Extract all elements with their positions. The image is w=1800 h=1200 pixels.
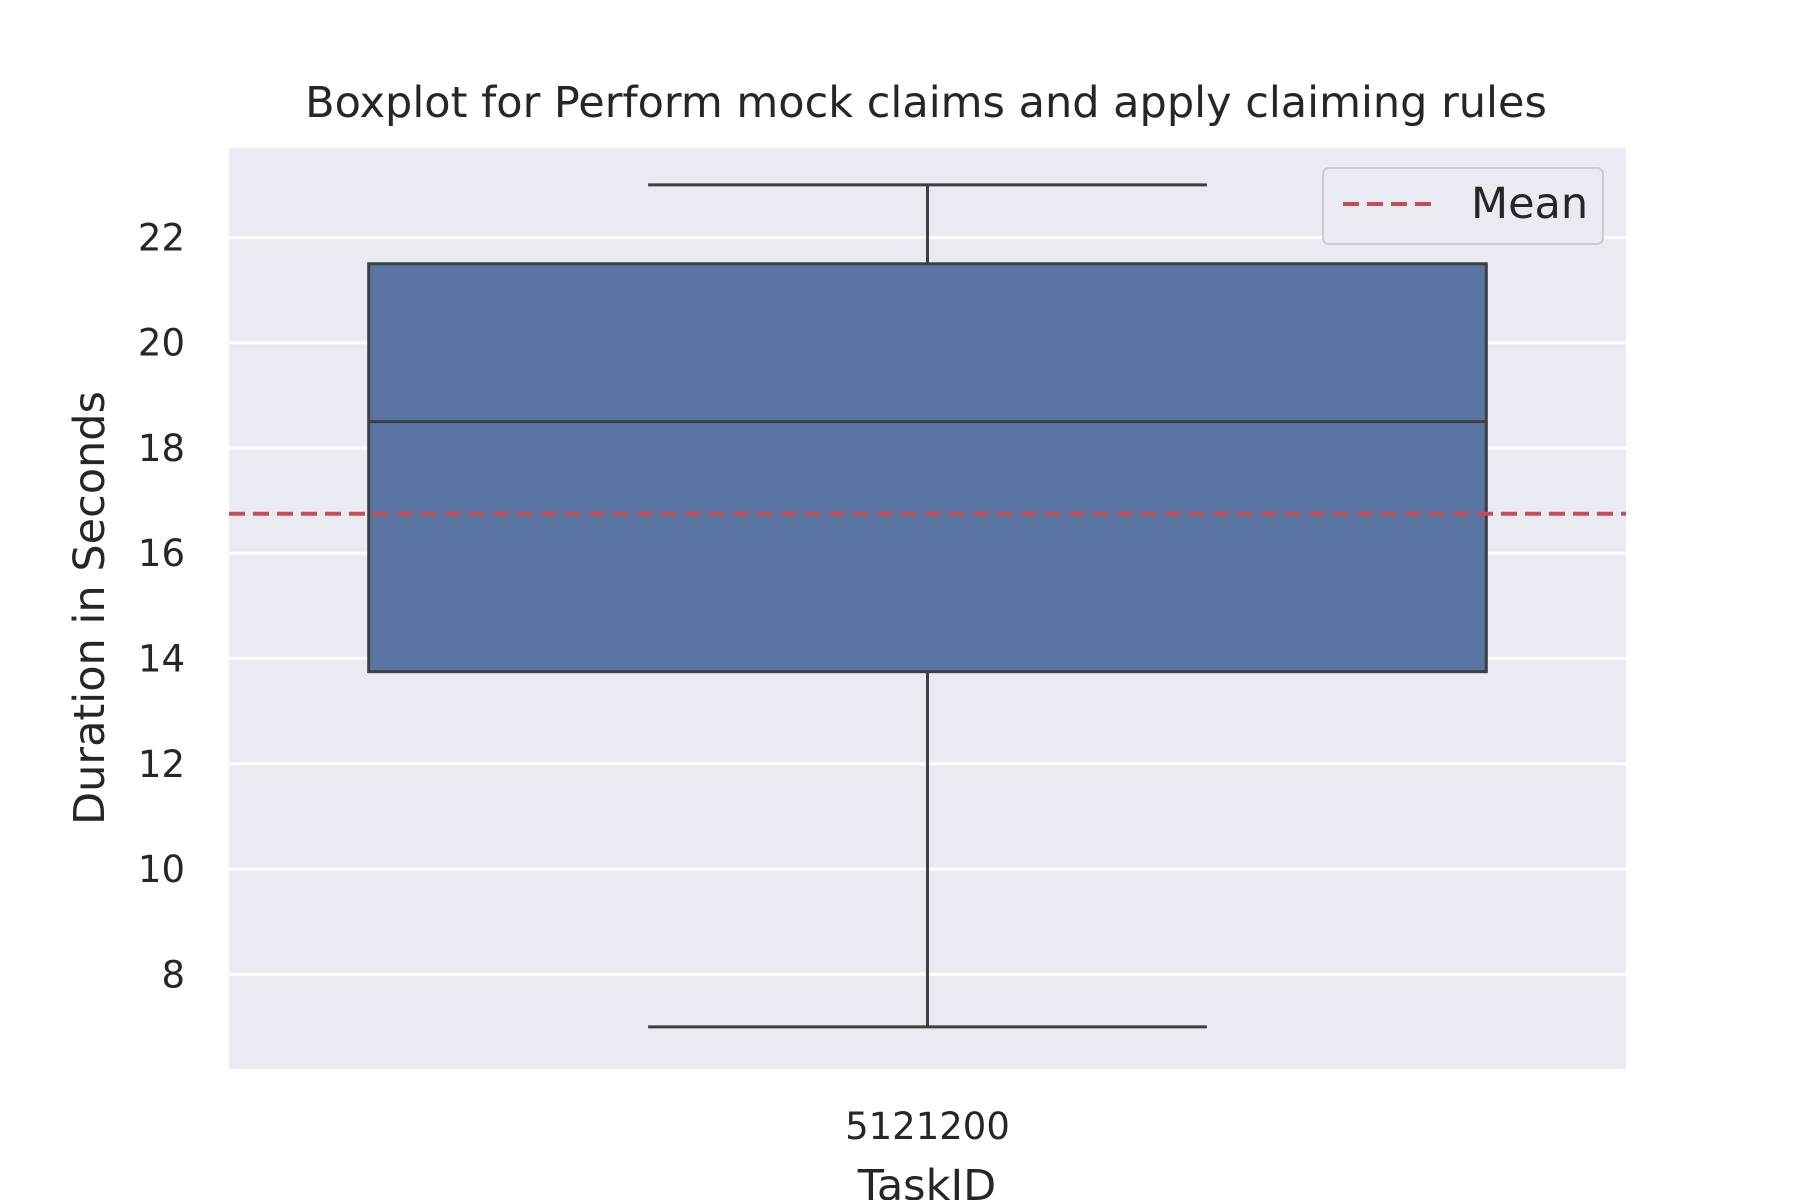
x-tick-label: 5121200 bbox=[845, 1105, 1010, 1148]
legend: Mean bbox=[1322, 167, 1604, 245]
box-series bbox=[367, 183, 1488, 1029]
y-tick-label: 22 bbox=[138, 216, 185, 259]
y-tick-label: 10 bbox=[138, 848, 185, 891]
y-axis-label: Duration in Seconds bbox=[65, 391, 115, 825]
chart-title: Boxplot for Perform mock claims and appl… bbox=[305, 78, 1547, 128]
y-tick-label: 8 bbox=[161, 953, 185, 996]
box-iqr bbox=[367, 262, 1488, 674]
y-tick-label: 20 bbox=[138, 322, 185, 365]
y-tick-label: 14 bbox=[138, 637, 185, 680]
y-tick-label: 18 bbox=[138, 427, 185, 470]
y-tick-label: 16 bbox=[138, 532, 185, 575]
y-tick-label: 12 bbox=[138, 743, 185, 786]
x-axis-label: TaskID bbox=[857, 1161, 997, 1200]
legend-label-mean: Mean bbox=[1471, 179, 1588, 229]
x-tick-labels: 5121200 bbox=[845, 1105, 1010, 1148]
y-tick-labels: 8 10 12 14 16 18 20 22 bbox=[138, 216, 185, 996]
legend-box bbox=[1322, 167, 1604, 245]
